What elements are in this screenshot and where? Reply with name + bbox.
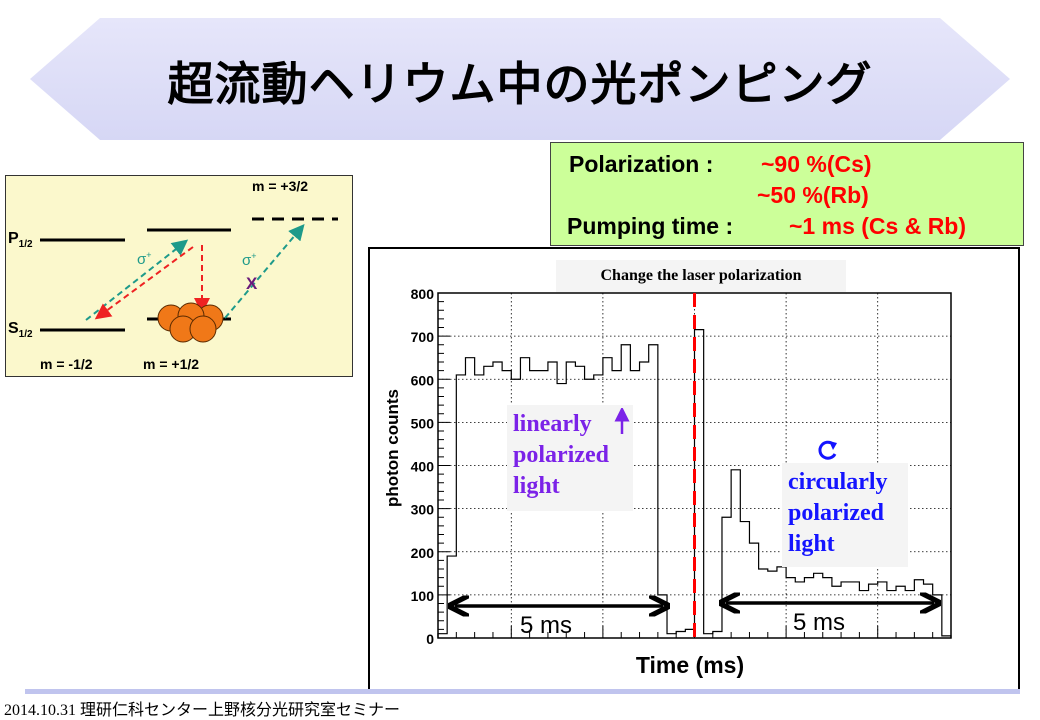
- m-label-plus-half: m = +1/2: [143, 356, 200, 372]
- y-tick-label: 800: [411, 286, 435, 302]
- y-tick-label: 100: [411, 588, 435, 604]
- y-tick-label: 0: [426, 631, 434, 647]
- annotation-line: linearly: [513, 411, 592, 437]
- sigma: σ: [242, 252, 252, 269]
- sigma-plus-label-right: σ+: [242, 251, 257, 269]
- right-duration-label: 5 ms: [793, 609, 846, 636]
- sigma-sup: +: [146, 250, 152, 260]
- pumping-time-value: ~1 ms (Cs & Rb): [789, 213, 967, 239]
- y-tick-label: 400: [411, 459, 435, 475]
- m-label-minus-half: m = -1/2: [40, 356, 93, 372]
- sigma: σ: [137, 251, 147, 268]
- s-sub: 1/2: [18, 329, 33, 341]
- linear-polarization-annotation: linearly polarized light: [507, 405, 633, 511]
- m-label-plus-three-half: m = +3/2: [252, 178, 309, 194]
- s-label: S: [8, 320, 19, 337]
- p-label: P: [8, 230, 19, 247]
- s-level-label: S1/2: [8, 320, 33, 340]
- sigma-sup: +: [251, 251, 257, 261]
- y-tick-label: 200: [411, 545, 435, 561]
- annotation-line: polarized: [788, 500, 884, 526]
- slide-title: 超流動ヘリウム中の光ポンピング: [167, 57, 873, 111]
- p-sub: 1/2: [18, 239, 33, 251]
- y-tick-label: 500: [411, 415, 435, 431]
- annotation-line: light: [788, 531, 835, 557]
- circular-arrow-icon: [818, 440, 837, 460]
- polarization-rb: ~50 %(Rb): [757, 182, 869, 208]
- annotation-line: polarized: [513, 442, 609, 468]
- chart-title: Change the laser polarization: [556, 260, 846, 292]
- p-level-label: P1/2: [8, 230, 33, 250]
- footer-divider: [25, 689, 1020, 694]
- sigma-plus-label-left: σ+: [137, 250, 152, 268]
- x-axis-label: Time (ms): [620, 646, 760, 684]
- polarization-label: Polarization :: [569, 151, 714, 177]
- forbidden-mark: X: [246, 274, 258, 293]
- left-duration-label: 5 ms: [520, 612, 573, 639]
- annotation-line: circularly: [788, 469, 888, 495]
- polarization-cs: ~90 %(Cs): [761, 151, 872, 177]
- y-tick-label: 600: [411, 372, 435, 388]
- y-tick-label: 300: [411, 502, 435, 518]
- footer-text: 2014.10.31 理研仁科センター上野核分光研究室セミナー: [4, 702, 401, 719]
- annotation-line: light: [513, 473, 560, 499]
- y-tick-label: 700: [411, 329, 435, 345]
- up-arrow-icon: [614, 408, 630, 434]
- summary-box: Polarization : ~90 %(Cs) ~50 %(Rb) Pumpi…: [550, 142, 1024, 246]
- pumping-time-label: Pumping time :: [567, 213, 734, 239]
- title-banner: [30, 18, 1010, 140]
- y-axis-label: photon counts: [383, 388, 402, 508]
- circular-polarization-annotation: circularly polarized light: [782, 463, 908, 567]
